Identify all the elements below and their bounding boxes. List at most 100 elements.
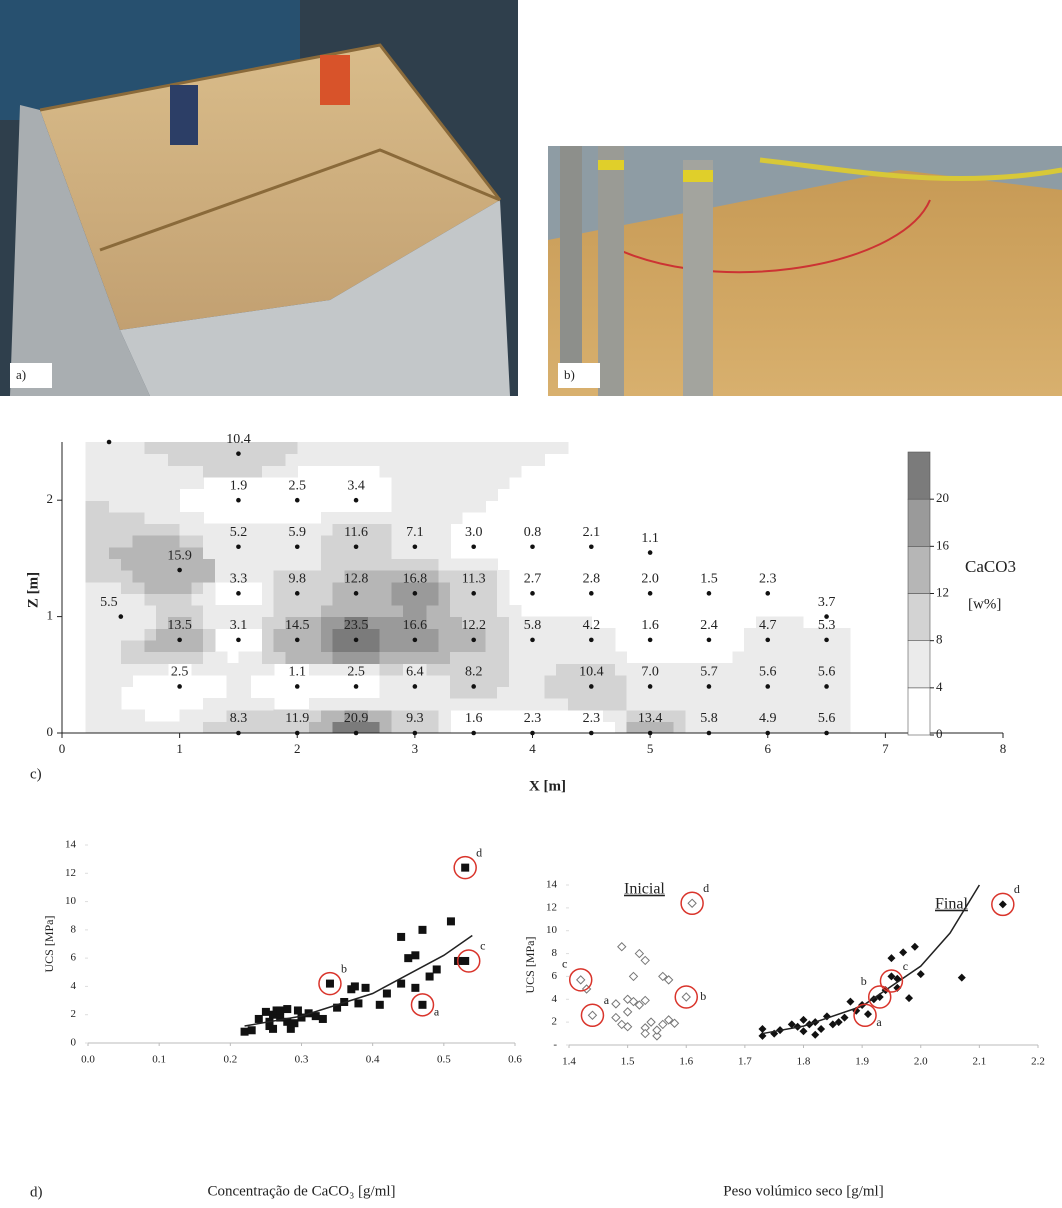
contour-cell (603, 640, 615, 652)
data-label: 1.1 (289, 665, 307, 680)
contour-cell (391, 663, 403, 675)
contour-cell (780, 721, 792, 733)
contour-cell (309, 535, 321, 547)
contour-cell (97, 477, 109, 489)
highlight-label: a (604, 993, 610, 1007)
contour-cell (285, 605, 297, 617)
contour-cell (438, 535, 450, 547)
y-tick-label: 0 (71, 1037, 77, 1049)
contour-cell (803, 686, 815, 698)
contour-cell (780, 686, 792, 698)
sample-point (471, 638, 476, 643)
contour-cell (568, 652, 580, 664)
contour-cell (333, 523, 345, 535)
contour-cell (721, 663, 733, 675)
contour-cell (591, 698, 603, 710)
data-label: 2.5 (289, 478, 307, 493)
contour-cell (121, 710, 133, 722)
contour-cell (168, 465, 180, 477)
contour-cell (674, 710, 686, 722)
contour-cell (744, 675, 756, 687)
contour-cell (168, 593, 180, 605)
contour-cell (121, 582, 133, 594)
x-tick-label: 2.0 (914, 1056, 928, 1068)
contour-cell (368, 523, 380, 535)
data-point (411, 951, 419, 959)
contour-cell (321, 523, 333, 535)
contour-cell (109, 523, 121, 535)
contour-cell (86, 698, 98, 710)
contour-cell (427, 454, 439, 466)
contour-cell (121, 558, 133, 570)
contour-cell (438, 547, 450, 559)
contour-cell (780, 628, 792, 640)
contour-cell (474, 489, 486, 501)
contour-cell (180, 570, 192, 582)
contour-cell (203, 535, 215, 547)
contour-cell (297, 547, 309, 559)
contour-cell (321, 710, 333, 722)
contour-cell (368, 454, 380, 466)
contour-cell (144, 547, 156, 559)
contour-cell (156, 535, 168, 547)
sample-point (413, 731, 418, 736)
contour-cell (427, 652, 439, 664)
contour-cell (191, 710, 203, 722)
contour-cell (791, 710, 803, 722)
sample-point (295, 638, 300, 643)
contour-cell (474, 454, 486, 466)
contour-cell (97, 489, 109, 501)
contour-cell (803, 698, 815, 710)
contour-cell (803, 652, 815, 664)
contour-cell (368, 698, 380, 710)
contour-cell (415, 558, 427, 570)
data-point (433, 965, 441, 973)
contour-cell (321, 652, 333, 664)
contour-cell (203, 605, 215, 617)
contour-cell (391, 512, 403, 524)
contour-cell (144, 617, 156, 629)
contour-cell (333, 547, 345, 559)
contour-cell (368, 582, 380, 594)
contour-cell (450, 570, 462, 582)
contour-cell (144, 628, 156, 640)
sample-point (236, 498, 241, 503)
data-point (958, 974, 966, 982)
x-tick-label: 1.5 (621, 1056, 635, 1068)
contour-cell (638, 698, 650, 710)
contour-cell (438, 512, 450, 524)
sample-point (530, 591, 535, 596)
data-point (269, 1025, 277, 1033)
contour-cell (803, 640, 815, 652)
contour-cell (180, 582, 192, 594)
contour-cell (627, 698, 639, 710)
contour-cell (344, 652, 356, 664)
contour-cell (568, 698, 580, 710)
contour-cell (603, 698, 615, 710)
contour-cell (109, 512, 121, 524)
highlight-label: d (1014, 882, 1020, 896)
contour-cell (238, 663, 250, 675)
contour-cell (368, 710, 380, 722)
data-label: 1.5 (700, 572, 718, 587)
contour-cell (732, 698, 744, 710)
panel-label: c) (30, 766, 42, 782)
contour-cell (262, 605, 274, 617)
contour-cell (497, 698, 509, 710)
x-tick-label: 0.4 (366, 1054, 380, 1066)
y-tick-label: 14 (65, 839, 77, 851)
contour-cell (615, 721, 627, 733)
contour-cell (309, 454, 321, 466)
contour-cell (662, 663, 674, 675)
contour-cell (215, 663, 227, 675)
data-label: 4.2 (583, 618, 601, 633)
contour-cell (215, 721, 227, 733)
contour-cell (497, 628, 509, 640)
contour-cell (427, 675, 439, 687)
data-point (905, 994, 913, 1002)
contour-cell (262, 547, 274, 559)
colorbar-tick-label: 20 (936, 490, 949, 505)
contour-cell (274, 558, 286, 570)
contour-cell (203, 652, 215, 664)
contour-cell (533, 663, 545, 675)
